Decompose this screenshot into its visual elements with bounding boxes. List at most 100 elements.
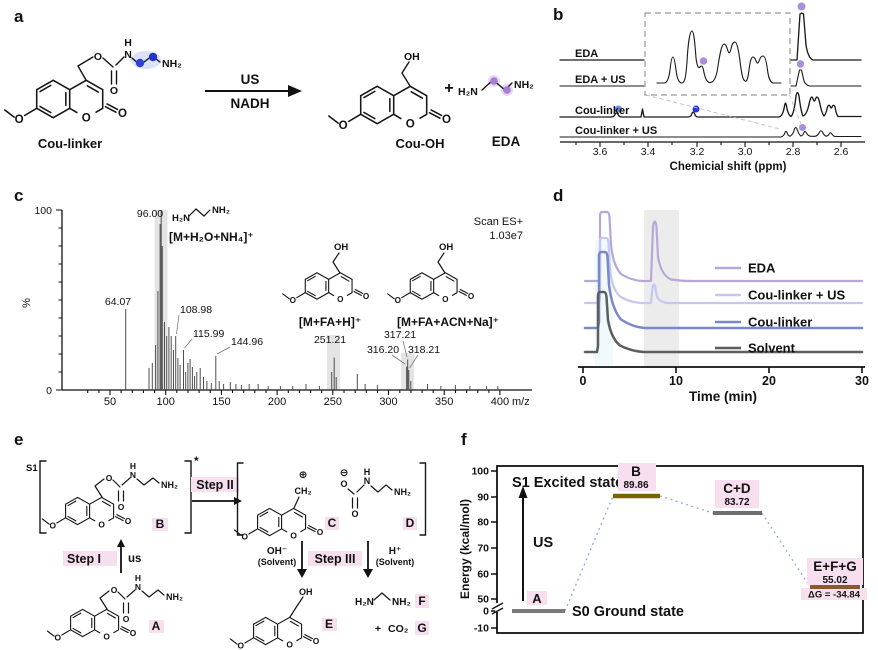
nmr-axis: 3.6 3.4 3.2 3.0 2.8 2.6 Chemicial shift … [560,141,865,173]
panel-b: b EDA EDA + US Cou-linker Cou-linker + U… [553,2,865,173]
plus-sign: + [444,80,453,97]
carbonyl-oxygen-label: O [351,509,358,519]
cou-linker-name: Cou-linker [38,136,102,151]
legend-label-eda: EDA [748,261,776,276]
x-tick: 30 [855,374,869,388]
panel-b-label: b [553,5,563,24]
legend-label-cou-linker-us: Cou-linker + US [748,288,845,303]
amine-label: NH₂ [394,487,411,497]
ch2-label: CH₂ [295,486,312,496]
y-tick: -10 [474,623,489,635]
amine-label: NH₂ [162,58,182,70]
pink-highlight [415,621,429,635]
condition-us: US [241,72,260,87]
level-a: A [512,591,565,613]
cou-oh-mini-structure: OH [387,242,476,306]
x-axis-label: Time (min) [689,389,757,404]
hydroxyl-label: OH [439,242,453,253]
y-tick: 90 [477,492,489,504]
x-tick: 200 [268,396,286,408]
excited-star: * [194,454,199,468]
ester-oxygen-label: O [106,473,113,483]
purple-dot-marker [796,60,805,68]
ester-oxygen-label: O [111,585,118,595]
x-tick: 3.6 [593,146,608,158]
arrowhead [288,85,302,97]
panel-c: c 100 0 % 50 100 150 200 250 300 350 400… [14,186,532,408]
structure-c: CH₂ ⊕ C [233,469,339,543]
carbamate-oxygen-label: O [110,85,118,97]
step-2: Step II [191,477,242,505]
species-letter-c: C [328,516,337,530]
amine-label: NH₂ [166,592,183,602]
y-axis-label: % [21,298,33,308]
blue-dot-marker [148,52,158,62]
scan-intensity-label: 1.03e7 [489,230,523,242]
peak-label-96: 96.00 [137,208,163,220]
arrowhead [518,486,528,498]
pink-highlight [715,480,759,508]
step-1: Step I us [63,539,141,573]
arrowhead [297,569,307,578]
level-a-name: A [532,591,542,606]
retention-highlight-band [644,210,679,368]
us-label: US [533,535,553,551]
species-letter-a: A [152,619,161,633]
delta-g-label: ΔG = -34.84 [808,590,861,601]
pink-highlight [801,588,867,600]
scan-mode-label: Scan ES+ [474,216,523,228]
purple-dot-marker [797,2,806,11]
nmr-trace-cou-linker-us: Cou-linker + US [559,124,862,138]
ms-axes: 100 0 % 50 100 150 200 250 300 350 400 m… [21,205,532,408]
energy-axis: 100 90 80 70 60 50 0 -10 [471,466,504,635]
y-tick: 0 [483,606,489,618]
panel-d-label: d [553,186,563,205]
y-tick-100: 100 [34,205,52,217]
species-letter-f: F [418,594,425,608]
pink-highlight [308,551,362,566]
inset-connector-lines [645,94,802,130]
solvent-label: (Solvent) [258,557,297,567]
step-1-label: Step I [67,552,101,566]
hydroxyl-label: OH [299,587,313,597]
time-axis: 0 10 20 30 Time (min) [578,366,869,404]
trace-label-cou-linker: Cou-linker [575,105,630,117]
level-b: B 89.86 [613,463,660,499]
oh-solvent-label: OH⁻ [267,546,287,557]
legend-label-solvent: Solvent [748,341,796,356]
step-2-label: Step II [196,478,234,492]
ion-label-3: [M+FA+ACN+Na]⁺ [397,315,499,329]
y-tick: 100 [471,466,489,478]
nh-hydrogen-label: H [124,37,132,49]
level-efg-name: E+F+G [813,559,857,574]
y-tick: 70 [477,543,489,555]
pink-highlight [527,591,547,605]
dark-blue-dot-marker [692,105,700,113]
panel-f-label: f [461,430,467,449]
x-tick: 0 [580,374,587,388]
y-tick: 50 [477,594,489,606]
peak-label-144: 144.96 [231,336,263,348]
structure-b: O O N H NH₂ B [41,461,178,532]
trace-cou-linker-us [583,236,864,305]
x-axis-label: Chemicial shift (ppm) [670,161,787,173]
h2n-label: H₂N [355,597,374,608]
carboxylate-oxygen-label: O [340,479,347,489]
ion-label-2: [M+FA+H]⁺ [299,315,361,329]
eda-name: EDA [492,134,521,149]
carbamate-oxygen-label: O [123,614,130,624]
blue-dot-marker [135,58,145,68]
x-tick: 3.2 [690,146,705,158]
pink-highlight [325,517,339,530]
y-tick-0: 0 [46,385,52,397]
trace-eda [583,210,864,283]
x-tick: 150 [212,396,230,408]
cou-linker-structure: O O N H NH₂ Cou-linker [4,37,182,151]
x-tick: 250 [324,396,342,408]
axis-break-gap [495,603,499,612]
structure-a: O O N H NH₂ A [46,573,183,644]
pink-highlight [63,551,117,566]
cou-oh-mini-structure: OH [282,242,371,306]
species-letter-b: B [156,517,165,531]
level-efg: E+F+G 55.02 ΔG = -34.84 [801,558,867,601]
